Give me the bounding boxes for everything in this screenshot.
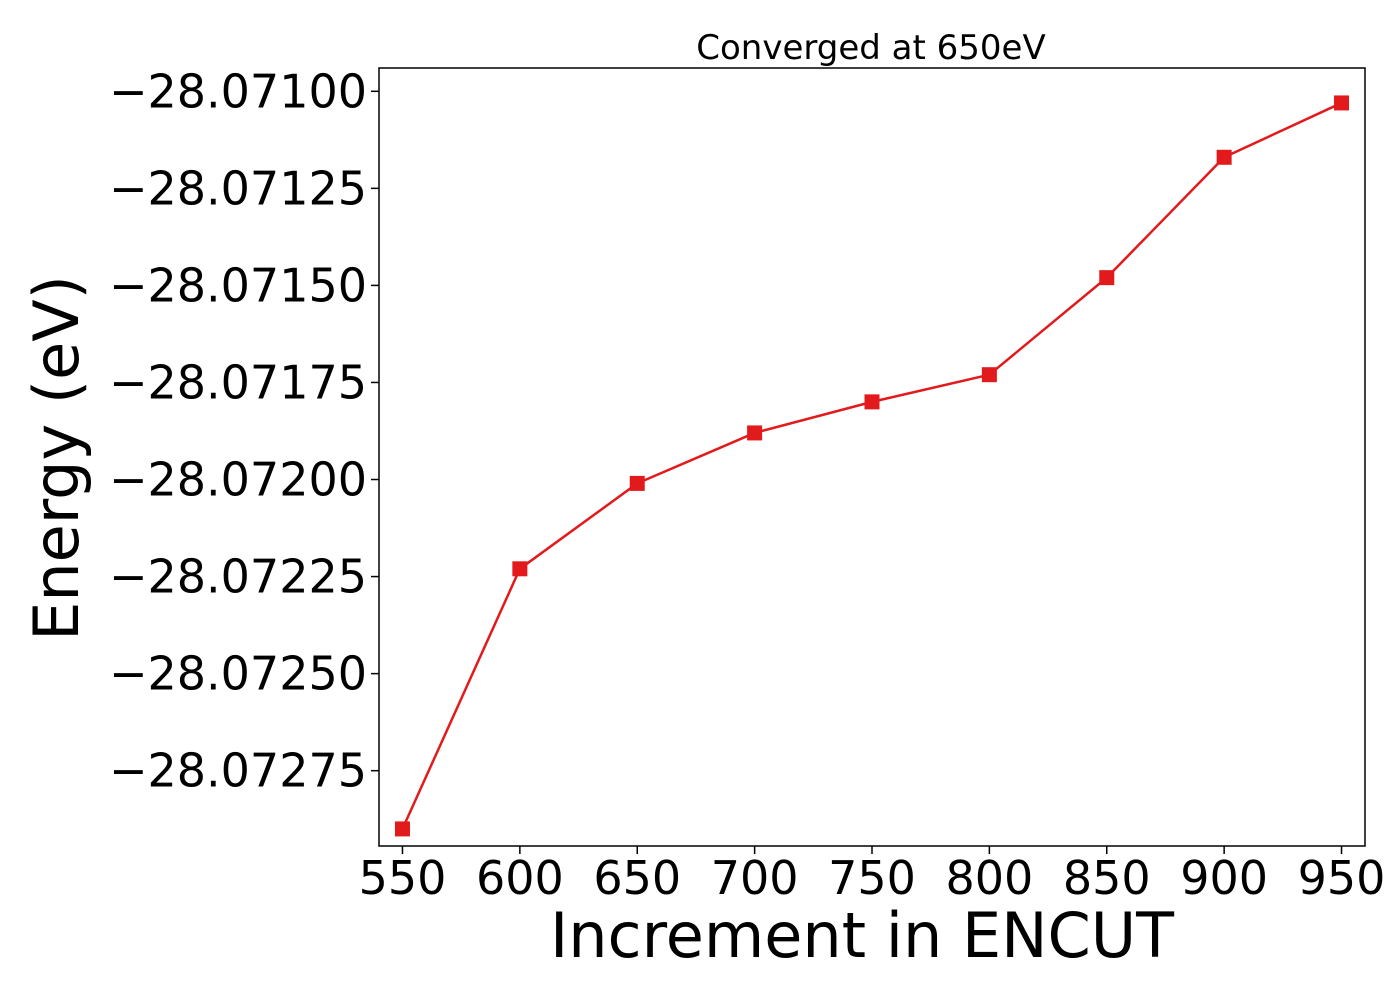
series-line: [401, 101, 1343, 830]
x-tick-label: 950: [1298, 851, 1386, 905]
y-tick-label: −28.07250: [109, 647, 367, 701]
x-tick-label: 650: [593, 851, 681, 905]
data-point-marker: [747, 425, 763, 441]
x-tick-label: 900: [1180, 851, 1268, 905]
x-tick-label: 700: [711, 851, 799, 905]
y-tick-label: −28.07100: [109, 64, 367, 118]
data-point-marker: [394, 821, 410, 837]
x-axis: 550 600 650 700 750 800 850 900 950: [359, 846, 1386, 905]
y-tick-label: −28.07200: [109, 453, 367, 507]
y-tick-label: −28.07225: [109, 550, 367, 604]
x-tick-label: 600: [476, 851, 564, 905]
y-tick-label: −28.07275: [109, 744, 367, 798]
data-point-marker: [1216, 149, 1232, 165]
y-tick-label: −28.07125: [109, 161, 367, 215]
x-tick-label: 800: [945, 851, 1033, 905]
data-point-marker: [1099, 270, 1115, 286]
data-point-marker: [512, 561, 528, 577]
data-point-marker: [864, 394, 880, 410]
chart-title: Converged at 650eV: [696, 28, 1045, 68]
data-point-marker: [981, 367, 997, 383]
series-layer: [394, 95, 1350, 837]
y-tick-label: −28.07150: [109, 258, 367, 312]
x-tick-label: 550: [359, 851, 447, 905]
data-point-marker: [629, 475, 645, 491]
x-tick-label: 750: [828, 851, 916, 905]
data-point-marker: [1334, 95, 1350, 111]
y-tick-label: −28.07175: [109, 355, 367, 409]
x-axis-title: Increment in ENCUT: [550, 899, 1175, 972]
x-tick-label: 850: [1063, 851, 1151, 905]
plot-area-frame: [378, 67, 1366, 847]
y-axis: −28.07100 −28.07125 −28.07150 −28.07175 −28.…: [109, 64, 379, 798]
y-axis-title: Energy (eV): [20, 275, 93, 641]
